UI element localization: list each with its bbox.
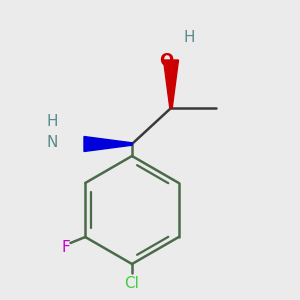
- Text: Cl: Cl: [124, 276, 140, 291]
- Polygon shape: [84, 136, 132, 152]
- Polygon shape: [164, 60, 178, 108]
- Text: H: H: [183, 30, 195, 45]
- Text: O: O: [159, 52, 174, 70]
- Text: F: F: [61, 240, 70, 255]
- Text: N: N: [47, 135, 58, 150]
- Text: H: H: [47, 114, 58, 129]
